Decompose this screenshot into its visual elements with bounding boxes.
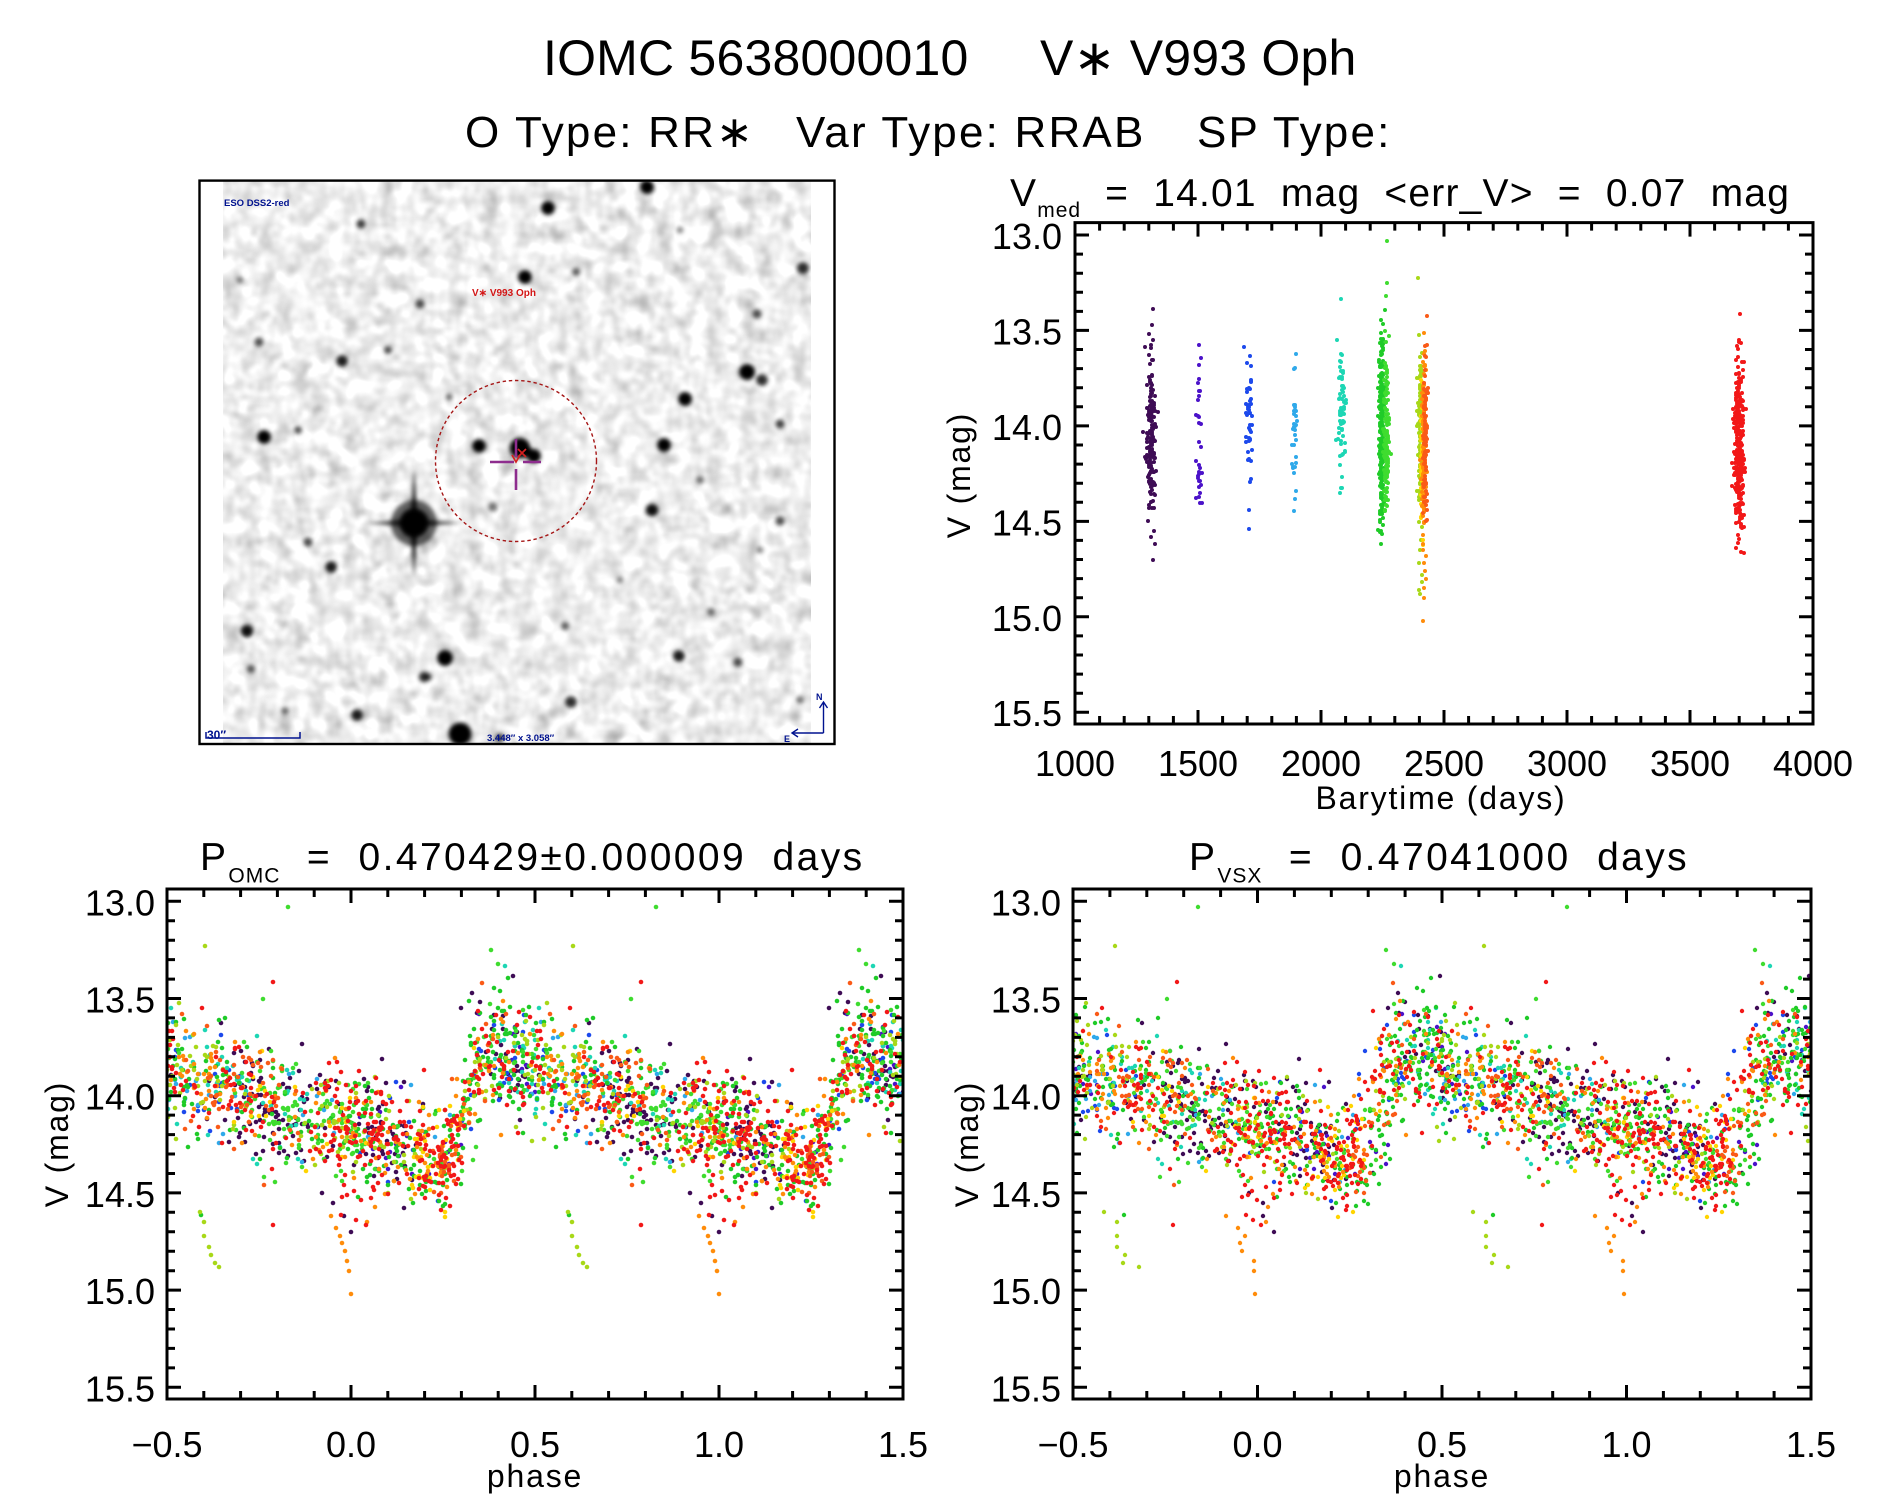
svg-text:13.0: 13.0 (85, 882, 155, 923)
svg-text:2000: 2000 (1281, 743, 1361, 784)
svg-text:Barytime (days): Barytime (days) (1315, 780, 1566, 816)
svg-text:14.0: 14.0 (992, 407, 1062, 448)
svg-text:13.5: 13.5 (991, 980, 1061, 1021)
svg-text:15.5: 15.5 (85, 1368, 155, 1409)
svg-text:13.5: 13.5 (85, 980, 155, 1021)
svg-text:13.5: 13.5 (992, 311, 1062, 352)
svg-text:0.0: 0.0 (326, 1424, 376, 1465)
svg-text:1.0: 1.0 (694, 1424, 744, 1465)
svg-text:Var Type: RRAB: Var Type: RRAB (796, 108, 1146, 157)
svg-text:15.0: 15.0 (85, 1271, 155, 1312)
svg-text:V∗ V993 Oph: V∗ V993 Oph (472, 288, 536, 299)
svg-text:V (mag): V (mag) (39, 1081, 75, 1207)
svg-text:3000: 3000 (1527, 743, 1607, 784)
svg-text:SP Type:: SP Type: (1197, 108, 1392, 157)
svg-text:0.0: 0.0 (1232, 1424, 1282, 1465)
svg-text:14.5: 14.5 (991, 1174, 1061, 1215)
svg-text:30″: 30″ (207, 728, 226, 742)
svg-text:phase: phase (1394, 1458, 1490, 1494)
svg-text:15.5: 15.5 (991, 1368, 1061, 1409)
svg-text:N: N (816, 692, 823, 702)
svg-text:V (mag): V (mag) (949, 1081, 985, 1207)
svg-text:13.0: 13.0 (991, 882, 1061, 923)
svg-text:ESO DSS2-red: ESO DSS2-red (224, 198, 290, 209)
svg-text:3.448″ x 3.058″: 3.448″ x 3.058″ (487, 733, 555, 744)
svg-text:1.0: 1.0 (1601, 1424, 1651, 1465)
svg-text:1000: 1000 (1035, 743, 1115, 784)
svg-text:POMC = 0.470429±0.000009 da: POMC = 0.470429±0.000009 days (200, 836, 865, 888)
svg-text:15.5: 15.5 (992, 693, 1062, 734)
svg-text:1500: 1500 (1158, 743, 1238, 784)
svg-text:O Type: RR∗: O Type: RR∗ (465, 108, 755, 157)
svg-text:14.0: 14.0 (991, 1077, 1061, 1118)
svg-text:V∗ V993 Oph: V∗ V993 Oph (1040, 30, 1357, 86)
svg-text:3500: 3500 (1650, 743, 1730, 784)
svg-text:4000: 4000 (1773, 743, 1853, 784)
svg-text:14.5: 14.5 (992, 502, 1062, 543)
svg-text:0.5: 0.5 (510, 1424, 560, 1465)
svg-text:phase: phase (487, 1458, 583, 1494)
svg-text:1.5: 1.5 (1786, 1424, 1836, 1465)
svg-text:2500: 2500 (1404, 743, 1484, 784)
svg-text:14.5: 14.5 (85, 1174, 155, 1215)
svg-text:−0.5: −0.5 (1037, 1424, 1108, 1465)
svg-text:V (mag): V (mag) (941, 412, 977, 538)
svg-text:15.0: 15.0 (992, 598, 1062, 639)
svg-text:13.0: 13.0 (992, 216, 1062, 257)
svg-text:14.0: 14.0 (85, 1077, 155, 1118)
svg-text:Vmed = 14.01 mag <err_V>: Vmed = 14.01 mag <err_V> = 0.07 mag (1010, 172, 1790, 222)
svg-text:IOMC 5638000010: IOMC 5638000010 (543, 30, 969, 86)
svg-text:15.0: 15.0 (991, 1271, 1061, 1312)
svg-text:PVSX = 0.47041000 days: PVSX = 0.47041000 days (1189, 836, 1689, 888)
svg-text:E: E (784, 734, 790, 744)
svg-text:1.5: 1.5 (878, 1424, 928, 1465)
svg-text:−0.5: −0.5 (131, 1424, 202, 1465)
svg-text:0.5: 0.5 (1417, 1424, 1467, 1465)
